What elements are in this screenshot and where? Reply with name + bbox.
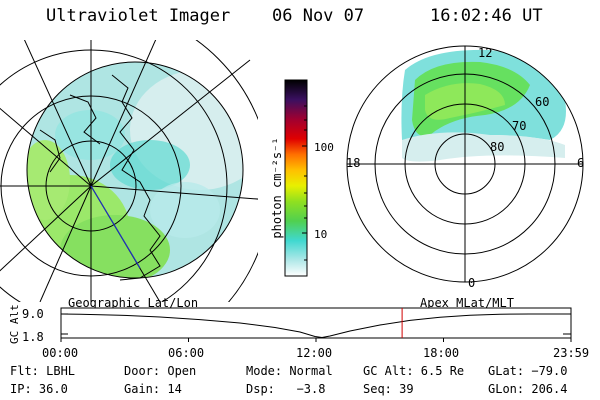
status-filter: Flt: LBHL: [10, 364, 76, 378]
timeline-y-label: GC Alt: [8, 304, 21, 344]
status-ip: IP: 36.0: [10, 382, 68, 396]
mlt-label-12: 12: [478, 46, 493, 60]
altitude-timeline: [60, 307, 572, 342]
timeline-y-tick-top: 9.0: [22, 307, 44, 321]
timeline-x-tick-0000: 00:00: [42, 346, 79, 360]
mlt-label-6: 6: [577, 156, 585, 170]
status-gc-altitude: GC Alt: 6.5 Re: [363, 364, 465, 378]
apex-caption: Apex MLat/MLT: [420, 296, 514, 310]
colorbar-unit-label: photon cm⁻²s⁻¹: [270, 137, 284, 239]
noon-meridian-line: [90, 185, 141, 269]
status-gain: Gain: 14: [124, 382, 182, 396]
status-glon: GLon: 206.4: [488, 382, 568, 396]
timeline-x-tick-0600: 06:00: [168, 346, 205, 360]
geographic-aurora-image: [27, 62, 243, 278]
geographic-caption: Geographic Lat/Lon: [68, 296, 199, 310]
geographic-map-panel: [0, 40, 258, 302]
coastline: [39, 74, 161, 281]
mlat-label-60: 60: [535, 95, 550, 109]
mlat-label-70: 70: [512, 119, 527, 133]
timeline-x-tick-1200: 12:00: [296, 346, 333, 360]
mlt-label-0: 0: [468, 276, 476, 290]
app-title: Ultraviolet Imager: [46, 6, 231, 26]
intensity-colorbar: [284, 79, 308, 277]
timeline-x-tick-2359: 23:59: [553, 346, 590, 360]
polar-mlt-panel: [346, 45, 584, 283]
image-time: 16:02:46 UT: [430, 6, 543, 26]
status-dsp: Dsp: −3.8: [246, 382, 326, 396]
polar-grid: [346, 45, 584, 283]
mlat-label-80: 80: [490, 140, 505, 154]
colorbar-tick-10: 10: [314, 228, 328, 241]
timeline-x-tick-1800: 18:00: [423, 346, 460, 360]
status-door: Door: Open: [124, 364, 197, 378]
status-glat: GLat: −79.0: [488, 364, 568, 378]
timeline-y-tick-bottom: 1.8: [22, 330, 44, 344]
colorbar-tick-100: 100: [314, 141, 334, 154]
status-mode: Mode: Normal: [246, 364, 333, 378]
image-date: 06 Nov 07: [272, 6, 365, 26]
status-sequence: Seq: 39: [363, 382, 414, 396]
geographic-horizon: [26, 61, 244, 279]
altitude-curve: [60, 313, 571, 339]
mlt-label-18: 18: [346, 156, 361, 170]
